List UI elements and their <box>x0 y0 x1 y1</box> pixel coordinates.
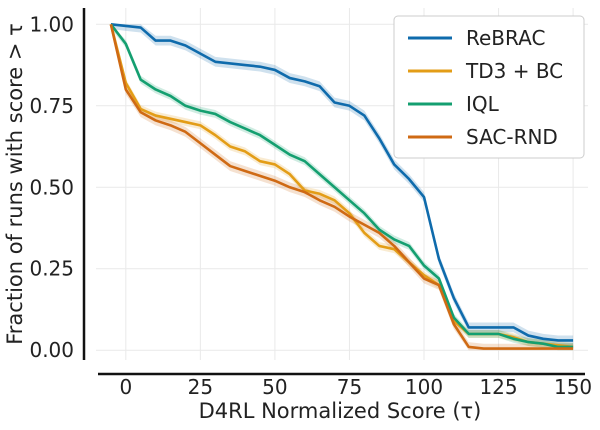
series-line-iql <box>109 23 574 349</box>
legend-label-iql: IQL <box>466 92 500 116</box>
x-tick-label: 100 <box>405 375 443 399</box>
y-tick-label: 0.00 <box>29 338 74 362</box>
y-tick-label: 1.00 <box>29 12 74 36</box>
y-axis-label: Fraction of runs with score > τ <box>3 23 27 345</box>
x-tick-label: 0 <box>119 375 132 399</box>
series-lines <box>109 23 574 350</box>
legend-label-rebrac: ReBRAC <box>466 26 545 50</box>
y-tick-label: 0.50 <box>29 175 74 199</box>
x-tick-label: 25 <box>188 375 213 399</box>
y-tick-label: 0.25 <box>29 257 74 281</box>
x-tick-label: 50 <box>262 375 287 399</box>
x-tick-labels: 0 25 50 75 100 125 150 <box>119 375 592 399</box>
x-axis-label: D4RL Normalized Score (τ) <box>199 399 482 423</box>
legend-label-sac-rnd: SAC-RND <box>466 125 558 149</box>
legend: ReBRAC TD3 + BC IQL SAC-RND <box>393 15 585 159</box>
x-tick-label: 125 <box>479 375 517 399</box>
x-tick-label: 75 <box>337 375 362 399</box>
y-tick-labels: 0.00 0.25 0.50 0.75 1.00 <box>29 12 74 362</box>
y-tick-label: 0.75 <box>29 94 74 118</box>
x-tick-label: 150 <box>554 375 592 399</box>
legend-box <box>393 15 585 159</box>
legend-label-td3-bc: TD3 + BC <box>465 59 563 83</box>
series-line-rebrac <box>110 23 574 342</box>
series-line-sac-rnd <box>109 24 574 350</box>
